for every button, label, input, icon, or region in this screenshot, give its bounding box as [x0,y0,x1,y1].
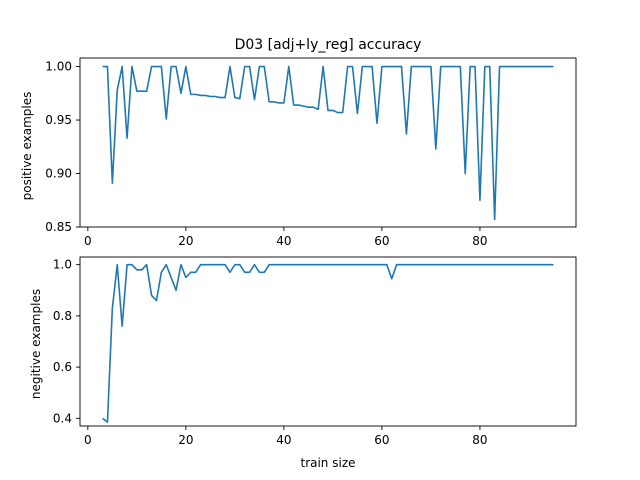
bottom-panel: 0 20 40 60 80 0.4 0.6 0.8 1.0 [53,256,577,447]
top-y-axis-label: positive examples [20,92,34,201]
bottom-y-tick-label: 0.6 [53,360,72,374]
bottom-axes-frame [79,256,577,427]
top-y-tick-label: 0.90 [45,167,72,181]
bottom-y-tick-label: 1.0 [53,258,72,272]
bottom-x-tick-label: 0 [84,433,92,447]
top-x-tick-label: 80 [472,234,487,248]
top-y-tick-label: 0.95 [45,113,72,127]
chart-title: D03 [adj+ly_reg] accuracy [235,37,422,53]
bottom-y-tick-label: 0.4 [53,411,72,425]
top-y-tick-label: 1.00 [45,60,72,74]
top-panel: 0 20 40 60 80 0.85 0.90 0.95 1.00 [45,57,577,248]
bottom-y-axis-label: negitive examples [29,289,43,399]
top-x-tick-label: 0 [84,234,92,248]
top-series-line-0 [102,65,554,221]
top-x-tick-label: 60 [374,234,389,248]
bottom-x-tick-label: 40 [276,433,291,447]
bottom-x-tick-label: 80 [472,433,487,447]
bottom-series-line-0 [102,263,554,423]
top-x-tick-label: 40 [276,234,291,248]
bottom-y-tick-label: 0.8 [53,309,72,323]
bottom-x-tick-label: 20 [178,433,193,447]
top-axes-frame [79,57,577,228]
top-x-tick-label: 20 [178,234,193,248]
bottom-x-axis-label: train size [300,456,355,470]
top-y-tick-label: 0.85 [45,220,72,234]
bottom-x-tick-label: 60 [374,433,389,447]
